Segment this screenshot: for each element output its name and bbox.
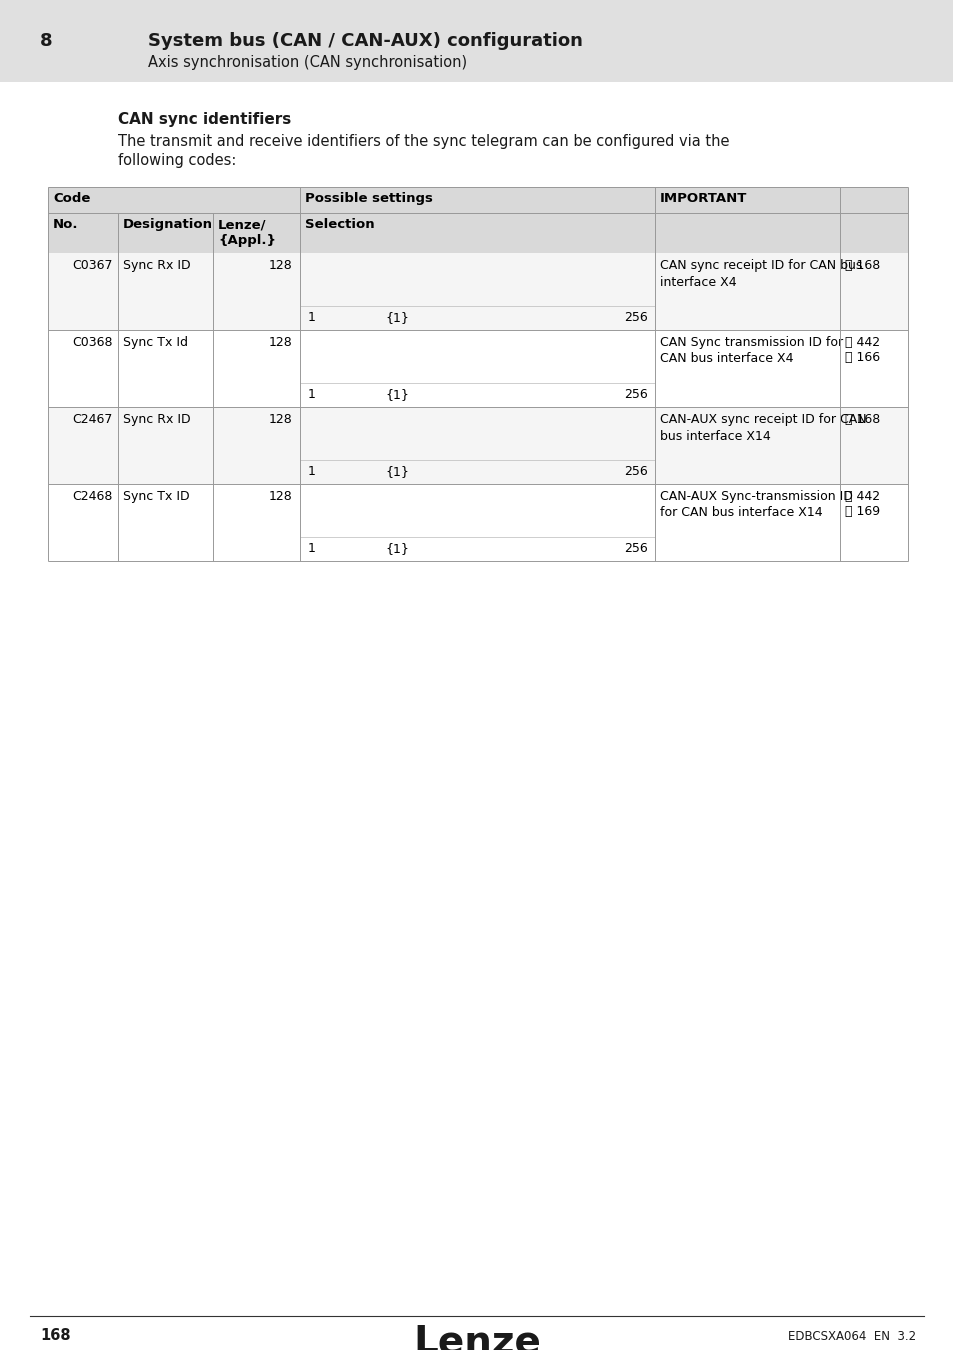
Text: 256: 256: [623, 310, 647, 324]
Text: ⌹ 442: ⌹ 442: [844, 336, 880, 350]
Text: {1}: {1}: [385, 541, 409, 555]
Text: ⌹ 166: ⌹ 166: [844, 351, 880, 364]
Text: CAN sync identifiers: CAN sync identifiers: [118, 112, 291, 127]
Text: CAN-AUX Sync-transmission ID
for CAN bus interface X14: CAN-AUX Sync-transmission ID for CAN bus…: [659, 490, 852, 520]
Text: C0368: C0368: [72, 336, 112, 350]
Text: C2468: C2468: [72, 490, 112, 504]
Text: 128: 128: [268, 336, 292, 350]
Text: {1}: {1}: [385, 387, 409, 401]
Bar: [48, 188, 907, 213]
Text: 1: 1: [308, 464, 315, 478]
Text: Sync Tx ID: Sync Tx ID: [123, 490, 190, 504]
Text: C2467: C2467: [72, 413, 112, 427]
Text: Sync Rx ID: Sync Rx ID: [123, 259, 191, 271]
Text: Lenze: Lenze: [413, 1324, 540, 1350]
Text: No.: No.: [53, 217, 78, 231]
Text: {1}: {1}: [385, 310, 409, 324]
Text: CAN sync receipt ID for CAN bus
interface X4: CAN sync receipt ID for CAN bus interfac…: [659, 259, 862, 289]
Text: Sync Tx Id: Sync Tx Id: [123, 336, 188, 350]
Text: Lenze/
{Appl.}: Lenze/ {Appl.}: [218, 217, 275, 247]
Bar: [48, 213, 907, 252]
Text: ⌹ 442: ⌹ 442: [844, 490, 880, 504]
Text: Axis synchronisation (CAN synchronisation): Axis synchronisation (CAN synchronisatio…: [148, 55, 467, 70]
Text: Possible settings: Possible settings: [305, 192, 433, 205]
Text: ⌹ 168: ⌹ 168: [844, 259, 880, 271]
Text: 256: 256: [623, 541, 647, 555]
Text: The transmit and receive identifiers of the sync telegram can be configured via : The transmit and receive identifiers of …: [118, 134, 729, 148]
Text: {1}: {1}: [385, 464, 409, 478]
Text: 1: 1: [308, 387, 315, 401]
Text: 1: 1: [308, 310, 315, 324]
Text: ⌹ 168: ⌹ 168: [844, 413, 880, 427]
Text: IMPORTANT: IMPORTANT: [659, 192, 746, 205]
Bar: [48, 406, 907, 485]
Bar: [0, 0, 953, 82]
Text: ⌹ 169: ⌹ 169: [844, 505, 880, 518]
Text: System bus (CAN / CAN-AUX) configuration: System bus (CAN / CAN-AUX) configuration: [148, 32, 582, 50]
Text: Sync Rx ID: Sync Rx ID: [123, 413, 191, 427]
Text: 1: 1: [308, 541, 315, 555]
Text: CAN Sync transmission ID for
CAN bus interface X4: CAN Sync transmission ID for CAN bus int…: [659, 336, 842, 366]
Text: Selection: Selection: [305, 217, 375, 231]
Text: EDBCSXA064  EN  3.2: EDBCSXA064 EN 3.2: [787, 1330, 915, 1343]
Text: following codes:: following codes:: [118, 153, 236, 167]
Bar: [48, 252, 907, 329]
Text: 8: 8: [40, 32, 52, 50]
Text: CAN-AUX sync receipt ID for CAN
bus interface X14: CAN-AUX sync receipt ID for CAN bus inte…: [659, 413, 865, 443]
Text: 256: 256: [623, 387, 647, 401]
Bar: [48, 485, 907, 562]
Text: 168: 168: [40, 1328, 71, 1343]
Text: 128: 128: [268, 259, 292, 271]
Text: 128: 128: [268, 490, 292, 504]
Text: 128: 128: [268, 413, 292, 427]
Text: Code: Code: [53, 192, 91, 205]
Text: Designation: Designation: [123, 217, 213, 231]
Text: C0367: C0367: [72, 259, 112, 271]
Text: 256: 256: [623, 464, 647, 478]
Bar: [48, 329, 907, 406]
